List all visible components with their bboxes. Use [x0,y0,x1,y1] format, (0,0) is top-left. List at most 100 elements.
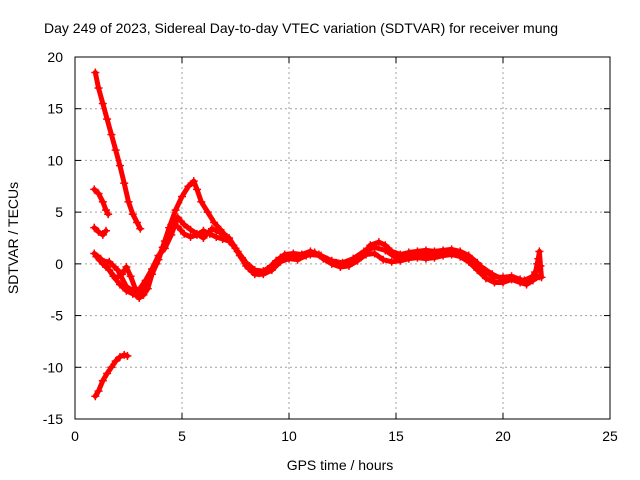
data-point [499,275,507,284]
data-point [113,266,122,275]
chart-title: Day 249 of 2023, Sidereal Day-to-day VTE… [44,20,558,36]
data-point [133,218,142,227]
data-point [102,226,111,235]
data-point [189,177,198,186]
data-point [186,225,195,234]
data-point [421,254,430,263]
series-trace-main-a [91,178,542,299]
data-point [535,247,544,256]
data-point [180,229,189,238]
data-point [473,258,482,267]
data-point [135,285,144,294]
data-point [338,258,347,267]
data-point [522,280,531,289]
data-point [92,252,101,261]
data-point [534,254,543,263]
data-point [98,230,107,239]
y-tick-label: 5 [55,204,63,220]
x-axis-label: GPS time / hours [287,457,394,473]
data-point [98,99,107,108]
data-point [424,250,433,259]
y-tick-label: -5 [51,308,64,324]
data-point [370,243,379,252]
data-point [310,248,319,257]
data-point [466,254,475,263]
data-point [94,227,103,236]
data-point [143,284,152,293]
data-point [197,197,206,206]
data-point [105,257,114,266]
data-point [105,266,114,275]
data-point [509,274,518,283]
data-point [280,250,289,259]
data-point [255,269,264,278]
data-point [136,224,145,233]
data-point [302,251,311,260]
data-point [139,290,148,299]
data-point [357,251,366,260]
data-point [392,253,400,262]
data-point [327,256,336,265]
y-tick-label: 20 [47,49,63,65]
data-point [103,115,112,124]
data-point [336,262,345,271]
data-point [477,262,486,271]
data-point [516,278,525,287]
data-point [488,270,497,279]
data-point [531,270,540,279]
x-tick-labels: 0 5 10 15 20 25 [71,428,618,444]
data-point [205,229,214,238]
data-point [289,249,298,258]
data-point [154,251,163,260]
data-point [473,266,482,275]
y-tick-label: -15 [43,411,63,427]
data-point [91,68,100,77]
data-point [123,351,132,360]
data-point [272,256,281,265]
data-point [421,246,430,255]
data-point [192,229,201,238]
data-point [107,363,116,372]
data-point [128,286,137,295]
data-markers [90,68,546,401]
data-point [94,387,103,396]
data-point [306,250,315,259]
data-point [160,237,169,246]
data-point [439,251,448,260]
data-point [192,185,201,194]
grid-lines [75,57,610,419]
data-point [242,258,251,267]
data-point [387,247,396,256]
data-point [103,369,112,378]
data-point [98,197,107,206]
x-tick-label: 15 [388,428,404,444]
data-point [402,251,411,260]
data-point [323,255,332,264]
data-point [490,278,499,287]
data-point [445,248,454,257]
data-point [173,222,182,231]
data-point [122,262,131,271]
y-tick-label: 15 [47,101,63,117]
data-point [111,274,120,283]
data-point [184,182,193,191]
data-point [481,274,490,283]
data-point [120,179,129,188]
data-point [381,246,390,255]
data-point [115,352,124,361]
data-point [267,261,276,270]
data-point [180,220,189,229]
data-point [98,376,107,385]
data-point [413,250,422,259]
data-point [233,247,242,256]
data-point [244,263,253,272]
data-point [387,257,396,266]
data-point [212,232,221,241]
data-point [225,234,234,242]
data-point [152,259,161,268]
data-point [353,256,362,265]
x-tick-label: 25 [602,428,618,444]
data-point [135,293,144,302]
data-point [199,226,208,235]
